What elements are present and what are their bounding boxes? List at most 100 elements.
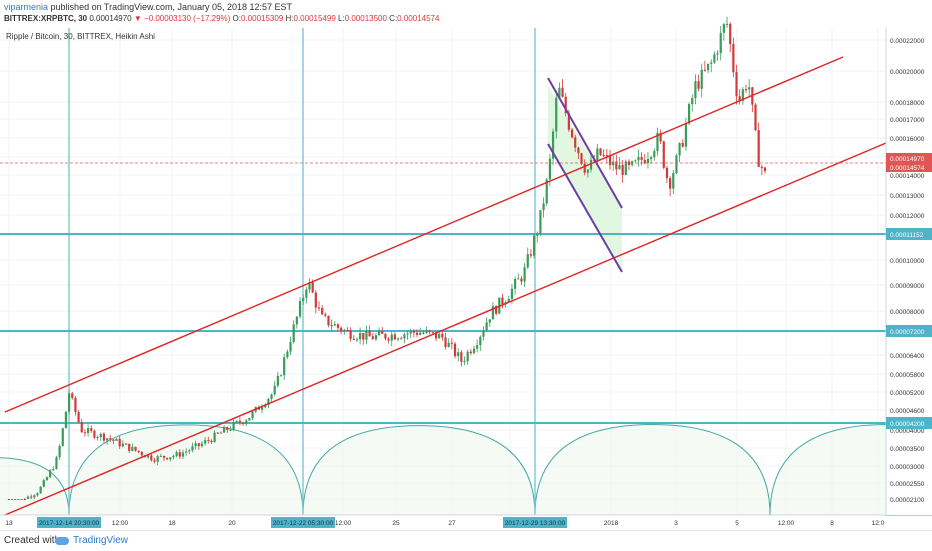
candle-body [434,332,438,339]
candle-body [245,420,248,424]
author-link[interactable]: viparmenia [4,2,49,12]
candle-body [634,160,637,162]
candle-body [627,161,631,165]
cycle-arc [0,457,70,516]
candle-body [412,330,415,333]
candle-body [564,96,567,114]
symbol-name: BITTREX:XRPBTC, 30 [4,14,88,23]
candle-body [175,452,178,456]
candle-body [754,104,757,131]
candle-body [586,169,589,173]
candle-body [618,164,621,170]
candle-body [147,455,150,458]
candle-body [428,330,431,332]
candle-body [643,160,646,164]
candle-body [735,72,738,97]
candle-body [390,334,393,341]
candle-body [14,499,17,500]
level-price-label: 0.00011152 [890,232,924,239]
candle-body [96,437,99,439]
candle-body [45,477,49,481]
candle-body [270,394,273,399]
y-tick-label: 0.00016000 [890,136,925,143]
price-chart[interactable]: 0.00022000 0.00020000 0.00018000 0.00017000… [0,0,932,530]
y-tick-label: 0.00022000 [890,38,925,45]
candle-body [558,87,561,98]
y-tick-label: 0.00012000 [890,213,925,220]
candle-body [409,330,412,334]
cycle-arc [534,424,771,516]
candle-body [232,422,235,430]
candle-body [729,23,732,45]
candle-body [305,289,308,298]
open-label: O: [232,14,241,23]
x-tick-label: 12:0 [872,520,885,527]
tradingview-logo[interactable]: TradingView [55,531,128,551]
channel-lower-line [4,142,887,516]
y-tick-label: 0.00009000 [890,283,925,290]
candle-body [64,411,68,429]
candle-body [672,173,675,189]
candle-body [384,333,387,339]
candle-body [624,161,627,175]
price-change: −0.00003130 (−17.29%) [144,14,231,23]
candle-body [248,418,251,421]
candle-body [109,438,112,440]
candle-body [510,288,514,300]
wedge-upper-line [547,77,623,209]
y-tick-label: 0.00014000 [890,173,925,180]
candle-body [140,452,143,456]
candle-body [222,427,226,433]
symbol-ohlc-line: BITTREX:XRPBTC, 30 0.00014970 ▼ −0.00003… [4,13,439,24]
candle-body [292,324,295,342]
candle-body [115,438,118,441]
candle-body [36,493,39,496]
y-tick-label: 0.00005800 [890,372,925,379]
candle-body [52,468,55,471]
candle-body [178,452,181,457]
candle-body [324,314,327,316]
candle-body [532,235,536,256]
horizontal-support-levels [0,233,886,424]
candle-body [536,233,539,236]
level-price-tag [886,417,932,429]
candle-body [748,87,751,90]
candle-body [514,279,517,289]
candle-body [321,307,324,315]
candle-body [760,166,763,168]
candle-body [207,440,210,442]
candle-body [219,432,223,434]
candle-body [197,443,200,447]
candle-body [162,455,166,458]
candle-body [156,456,159,462]
level-price-label: 0.00007200 [890,329,925,336]
candle-body [181,452,185,457]
candle-body [241,422,245,424]
candle-body [213,432,216,443]
candle-body [20,499,23,500]
candle-body [659,132,662,142]
candle-body [77,411,80,423]
candle-body [482,330,485,337]
candle-body [466,351,469,362]
candle-body [387,338,390,341]
brand-name: TradingView [73,535,129,546]
candle-body [684,123,688,147]
current-price-tag [886,162,932,172]
candle-body [381,331,384,334]
candle-body [371,336,374,340]
candle-body [330,325,333,327]
candle-body [763,167,767,172]
x-tick-label: 12:00 [778,520,795,527]
candle-body [302,297,305,302]
date-marker-tag [503,517,567,528]
cloud-icon [55,537,69,545]
candle-body [327,315,330,326]
candle-body [697,81,700,89]
candle-body [153,460,156,462]
candle-body [30,496,33,498]
y-tick-label: 0.00003000 [890,464,925,471]
candle-body [61,428,64,446]
candle-body [570,129,574,138]
candle-body [124,443,128,445]
